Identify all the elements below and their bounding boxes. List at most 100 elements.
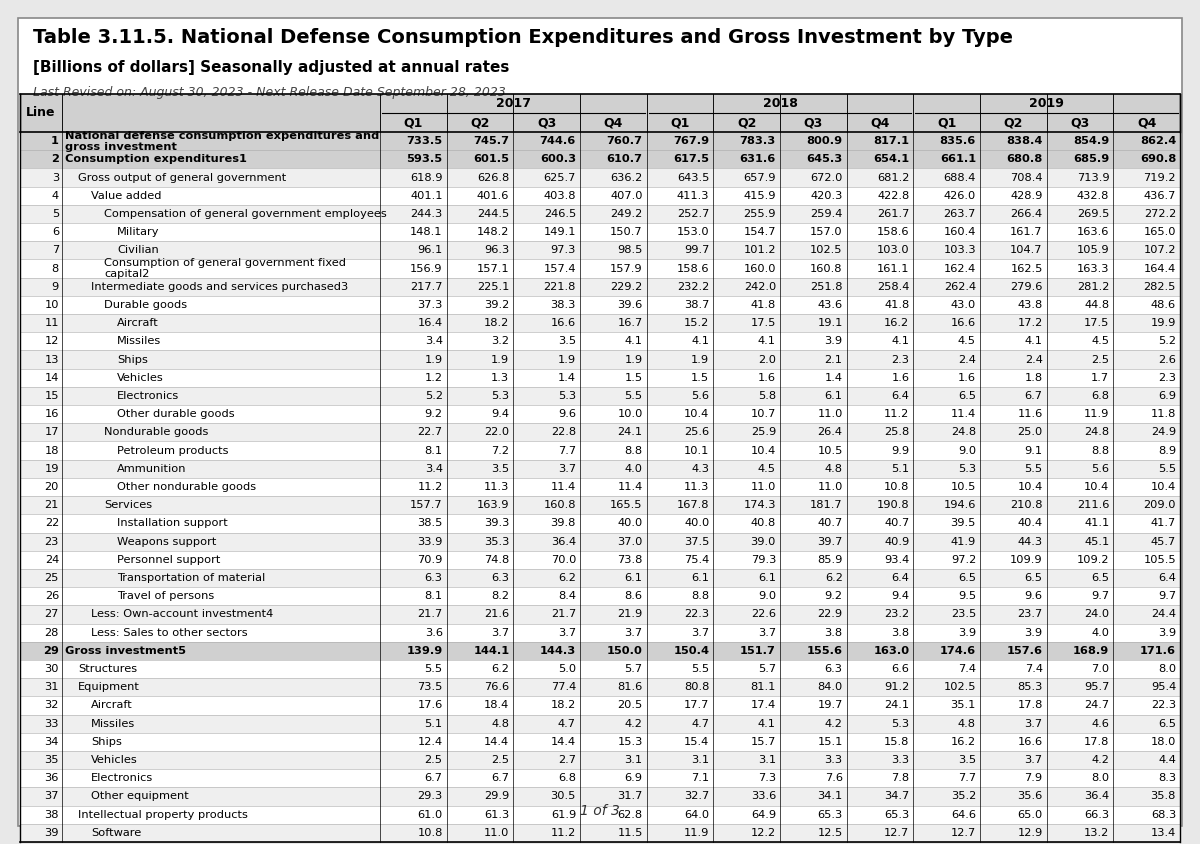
Text: 3.7: 3.7 [1025,719,1043,728]
Text: 34.1: 34.1 [817,792,842,802]
Text: 37.3: 37.3 [418,300,443,310]
Text: 39.3: 39.3 [484,518,509,528]
Text: 8.0: 8.0 [1091,773,1109,783]
Text: 838.4: 838.4 [1007,136,1043,146]
Text: 3.8: 3.8 [892,628,910,637]
Text: 3.9: 3.9 [958,628,976,637]
Text: 11.4: 11.4 [950,409,976,419]
Text: 217.7: 217.7 [410,282,443,292]
Bar [20,624,1180,641]
Text: 6.1: 6.1 [824,391,842,401]
Text: 3.9: 3.9 [1158,628,1176,637]
Text: 38.3: 38.3 [551,300,576,310]
Text: Intellectual property products: Intellectual property products [78,809,248,820]
Text: Q2: Q2 [737,116,756,129]
Text: 17.8: 17.8 [1084,737,1109,747]
Text: 11.8: 11.8 [1151,409,1176,419]
Text: 4.5: 4.5 [758,464,776,473]
Text: 1.7: 1.7 [1091,373,1109,383]
Text: 190.8: 190.8 [877,500,910,511]
Text: 10.8: 10.8 [418,828,443,838]
Text: 258.4: 258.4 [877,282,910,292]
Text: 43.8: 43.8 [1018,300,1043,310]
Text: 10.7: 10.7 [751,409,776,419]
Text: 39.0: 39.0 [751,537,776,547]
Text: 20.5: 20.5 [618,701,643,711]
Text: 3.7: 3.7 [491,628,509,637]
Text: 5.3: 5.3 [892,719,910,728]
Text: 160.8: 160.8 [810,263,842,273]
Text: 255.9: 255.9 [744,209,776,219]
Text: 1.3: 1.3 [491,373,509,383]
Text: 17.6: 17.6 [418,701,443,711]
Text: 1.5: 1.5 [691,373,709,383]
Text: 25: 25 [44,573,59,583]
Text: 242.0: 242.0 [744,282,776,292]
Text: 165.0: 165.0 [1144,227,1176,237]
Text: 1.9: 1.9 [624,354,643,365]
Text: 681.2: 681.2 [877,172,910,182]
Text: 161.7: 161.7 [1010,227,1043,237]
Text: 5.6: 5.6 [1091,464,1109,473]
Text: 1.4: 1.4 [824,373,842,383]
Text: 4.2: 4.2 [824,719,842,728]
Text: 65.0: 65.0 [1018,809,1043,820]
Text: 157.9: 157.9 [610,263,643,273]
Text: 269.5: 269.5 [1076,209,1109,219]
Text: 37.0: 37.0 [617,537,643,547]
Text: 105.5: 105.5 [1144,555,1176,565]
Text: 8.0: 8.0 [1158,664,1176,674]
Text: Transportation of material: Transportation of material [118,573,265,583]
Text: 25.9: 25.9 [751,427,776,437]
Bar [20,496,1180,514]
Text: 221.8: 221.8 [544,282,576,292]
Text: 7: 7 [52,246,59,256]
Text: 156.9: 156.9 [410,263,443,273]
Bar [20,641,1180,660]
Text: 7.2: 7.2 [491,446,509,456]
Text: 6.1: 6.1 [758,573,776,583]
Text: 9.0: 9.0 [958,446,976,456]
Text: 34: 34 [44,737,59,747]
Text: 31.7: 31.7 [617,792,643,802]
Text: 155.6: 155.6 [806,646,842,656]
Text: 29.9: 29.9 [484,792,509,802]
Bar [20,441,1180,460]
Text: 38.7: 38.7 [684,300,709,310]
Text: 15.4: 15.4 [684,737,709,747]
Text: 11.2: 11.2 [551,828,576,838]
Text: 600.3: 600.3 [540,154,576,165]
Text: 144.3: 144.3 [540,646,576,656]
Text: 2.7: 2.7 [558,755,576,765]
Text: 35.8: 35.8 [1151,792,1176,802]
Text: 162.4: 162.4 [943,263,976,273]
Text: 2.3: 2.3 [1158,373,1176,383]
Text: 22.6: 22.6 [751,609,776,619]
Text: 160.8: 160.8 [544,500,576,511]
Text: 4.1: 4.1 [758,337,776,346]
Text: 24: 24 [44,555,59,565]
Text: 5: 5 [52,209,59,219]
Text: 17.8: 17.8 [1018,701,1043,711]
Text: 153.0: 153.0 [677,227,709,237]
Text: 618.9: 618.9 [410,172,443,182]
Text: 29: 29 [43,646,59,656]
Text: 5.3: 5.3 [958,464,976,473]
Text: 16.6: 16.6 [1018,737,1043,747]
Text: 2019: 2019 [1030,97,1064,110]
Text: 39: 39 [44,828,59,838]
Text: 21.7: 21.7 [551,609,576,619]
Text: 4.5: 4.5 [958,337,976,346]
Text: 17: 17 [44,427,59,437]
Text: 11.0: 11.0 [484,828,509,838]
Text: 3: 3 [52,172,59,182]
Text: 10.4: 10.4 [1084,482,1109,492]
Text: 7.3: 7.3 [758,773,776,783]
Text: 262.4: 262.4 [944,282,976,292]
Text: 6.7: 6.7 [1025,391,1043,401]
Text: 10.5: 10.5 [950,482,976,492]
Bar [20,478,1180,496]
Text: 5.5: 5.5 [1025,464,1043,473]
Text: 64.6: 64.6 [952,809,976,820]
Text: 22.3: 22.3 [684,609,709,619]
